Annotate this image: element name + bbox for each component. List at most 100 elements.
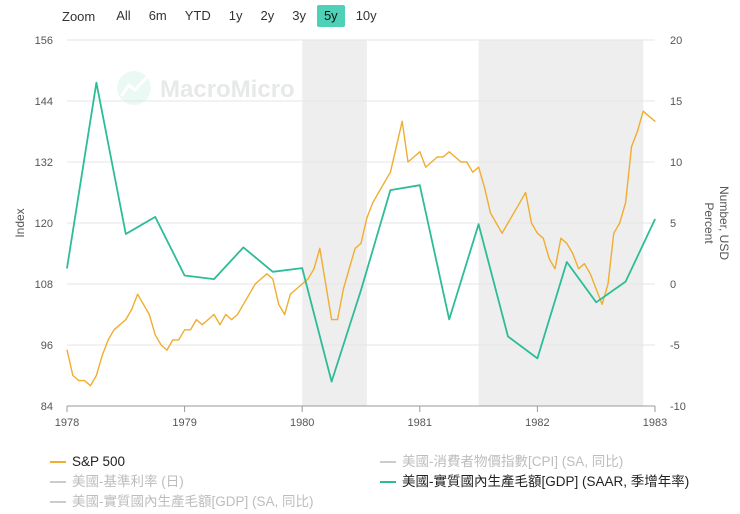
zoom-3y-button[interactable]: 3y — [292, 8, 306, 23]
sp500-point — [648, 115, 650, 117]
macromicro-logo-icon — [117, 71, 151, 105]
right-axis-title: Number, USD — [717, 186, 731, 260]
sp500-point — [613, 232, 615, 234]
sp500-point — [142, 303, 144, 305]
sp500-point — [542, 237, 544, 239]
sp500-point — [636, 130, 639, 133]
sp500-point — [583, 263, 586, 265]
sp500-point — [207, 319, 209, 321]
sp500-point — [589, 273, 591, 275]
gdp-point — [66, 267, 68, 269]
zoom-1y-button[interactable]: 1y — [228, 8, 243, 23]
sp500-point — [378, 191, 380, 194]
series — [66, 81, 656, 387]
sp500-point — [148, 313, 150, 316]
left-tick-label: 156 — [35, 35, 53, 47]
gdp-point — [566, 261, 568, 263]
gdp-point — [360, 289, 362, 291]
sp500-point — [625, 202, 627, 204]
sp500-point — [566, 242, 568, 244]
legend-item-gdp-saar[interactable]: 美國-實質國內生產毛額[GDP] (SAAR, 季增年率) — [380, 472, 689, 492]
sp500-point — [95, 374, 97, 377]
gdp-point — [331, 381, 333, 383]
sp500-point — [348, 268, 350, 270]
zoom-all-button[interactable]: All — [116, 8, 131, 23]
sp500-point — [354, 247, 356, 249]
legend-label: 美國-基準利率 (日) — [72, 474, 184, 489]
axes: 84 96 108 120 132 144 156 -10 -5 0 5 10 15 20 1978 1979… — [13, 35, 731, 429]
sp500-point — [554, 268, 556, 270]
right-tick-label: 15 — [670, 96, 682, 108]
sp500-point — [442, 156, 444, 158]
zoom-2y-button[interactable]: 2y — [260, 8, 275, 23]
sp500-point — [595, 288, 597, 290]
sp500-point — [260, 278, 262, 280]
left-tick-label: 84 — [41, 401, 53, 413]
sp500-point — [119, 324, 121, 326]
sp500-point — [630, 146, 633, 148]
sp500-point — [331, 319, 333, 321]
gdp-point — [478, 223, 480, 225]
sp500-point — [472, 171, 474, 173]
legend-swatch — [50, 481, 66, 483]
right-axis-title-2: Percent — [702, 202, 716, 244]
sp500-point — [242, 303, 244, 305]
legend-item-fed-rate[interactable]: 美國-基準利率 (日) — [50, 472, 184, 492]
sp500-point — [201, 324, 203, 326]
sp500-point — [366, 217, 368, 219]
sp500-point — [536, 232, 539, 234]
sp500-point — [154, 334, 156, 336]
legend-label: 美國-消費者物價指數[CPI] (SA, 同比) — [402, 454, 624, 469]
legend-item-sp500[interactable]: S&P 500 — [50, 452, 125, 472]
sp500-point — [495, 222, 497, 224]
sp500-point — [248, 293, 250, 295]
sp500-point — [66, 349, 68, 351]
sp500-point — [107, 339, 109, 341]
sp500-point — [113, 329, 115, 331]
x-tick-label: 1978 — [55, 417, 79, 429]
sp500-point — [225, 313, 227, 316]
sp500-point — [501, 232, 503, 234]
sp500-point — [89, 385, 92, 387]
sp500-point — [548, 258, 550, 260]
gdp-point — [507, 335, 509, 338]
sp500-point — [236, 313, 239, 316]
gdp-point — [213, 278, 215, 280]
legend-item-cpi[interactable]: 美國-消費者物價指數[CPI] (SA, 同比) — [380, 452, 623, 472]
sp500-point — [372, 202, 374, 204]
zoom-label: Zoom — [62, 8, 96, 24]
sp500-point — [284, 313, 286, 316]
sp500-point — [525, 191, 527, 194]
sp500-point — [395, 146, 397, 148]
x-tick-label: 1982 — [525, 417, 549, 429]
zoom-ytd-button[interactable]: YTD — [184, 8, 211, 23]
gdp-point — [301, 267, 303, 269]
zoom-10y-button[interactable]: 10y — [355, 8, 377, 23]
sp500-point — [272, 278, 274, 280]
zoom-6m-button[interactable]: 6m — [148, 8, 167, 23]
gdp-point — [536, 357, 539, 359]
gdp-point — [389, 189, 391, 191]
legend-swatch — [50, 461, 66, 463]
sp500-point — [195, 319, 197, 321]
x-tick-label: 1983 — [643, 417, 667, 429]
watermark-text: MacroMicro — [160, 76, 295, 103]
sp500-point — [131, 308, 133, 310]
legend-swatch — [50, 501, 66, 503]
legend-item-gdp-yoy[interactable]: 美國-實質國內生產毛額[GDP] (SA, 同比) — [50, 492, 314, 512]
zoom-5y-button[interactable]: 5y — [316, 5, 345, 27]
left-tick-label: 144 — [35, 96, 53, 108]
x-tick-label: 1980 — [290, 417, 314, 429]
legend-swatch — [380, 481, 396, 483]
sp500-point — [530, 222, 533, 224]
sp500-point — [383, 181, 386, 183]
left-tick-label: 96 — [41, 340, 53, 352]
sp500-point — [325, 283, 327, 285]
legend-label: 美國-實質國內生產毛額[GDP] (SAAR, 季增年率) — [402, 474, 690, 489]
sp500-point — [460, 161, 462, 163]
gdp-point — [154, 216, 156, 218]
sp500-point — [507, 222, 509, 224]
gdp-point — [625, 281, 627, 283]
sp500-point — [336, 319, 339, 321]
